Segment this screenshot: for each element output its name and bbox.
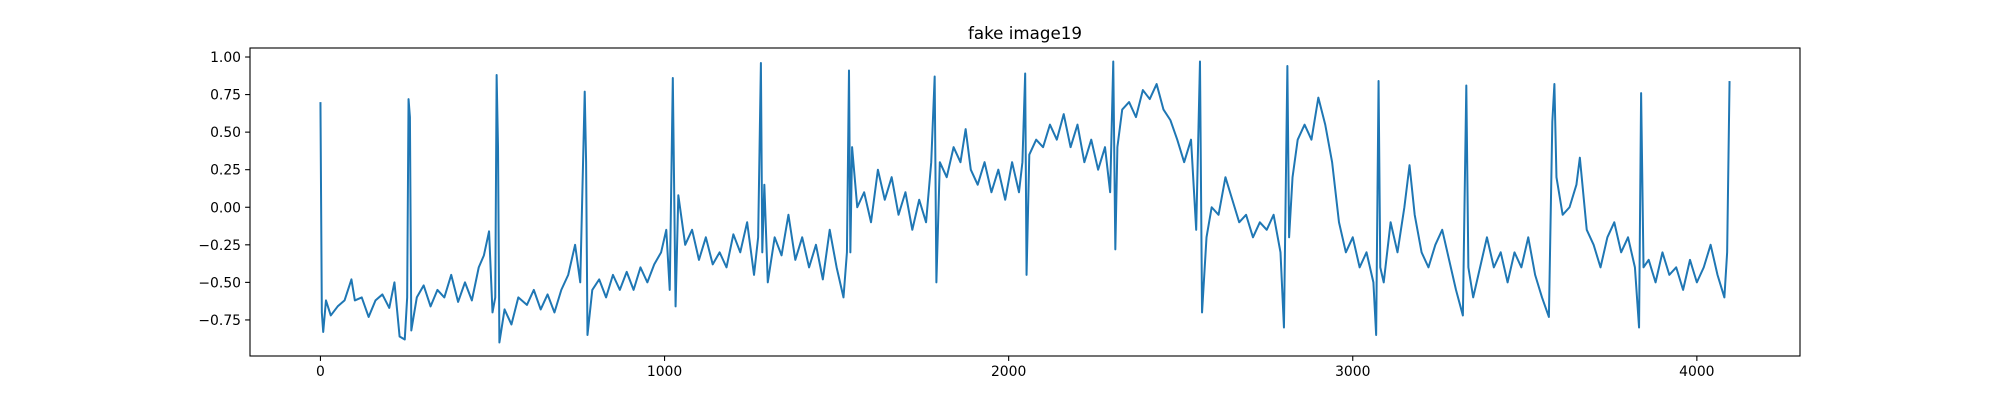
- x-tick-label: 4000: [1679, 364, 1714, 380]
- y-tick-label: −0.75: [198, 313, 241, 329]
- y-tick-label: 0.00: [210, 200, 241, 216]
- x-tick-label: 2000: [991, 364, 1026, 380]
- chart-title: fake image19: [968, 23, 1082, 43]
- y-tick-label: 0.50: [210, 125, 241, 141]
- y-tick-label: −0.50: [198, 275, 241, 291]
- y-tick-label: 0.25: [210, 163, 241, 179]
- data-line: [319, 60, 1731, 344]
- y-tick-label: 0.75: [210, 88, 241, 104]
- y-tick-label: −0.25: [198, 238, 241, 254]
- x-tick-label: 3000: [1335, 364, 1370, 380]
- y-tick-label: 1.00: [210, 50, 241, 66]
- x-tick-label: 0: [316, 364, 325, 380]
- plot-frame: [249, 47, 1801, 357]
- x-tick-label: 1000: [647, 364, 682, 380]
